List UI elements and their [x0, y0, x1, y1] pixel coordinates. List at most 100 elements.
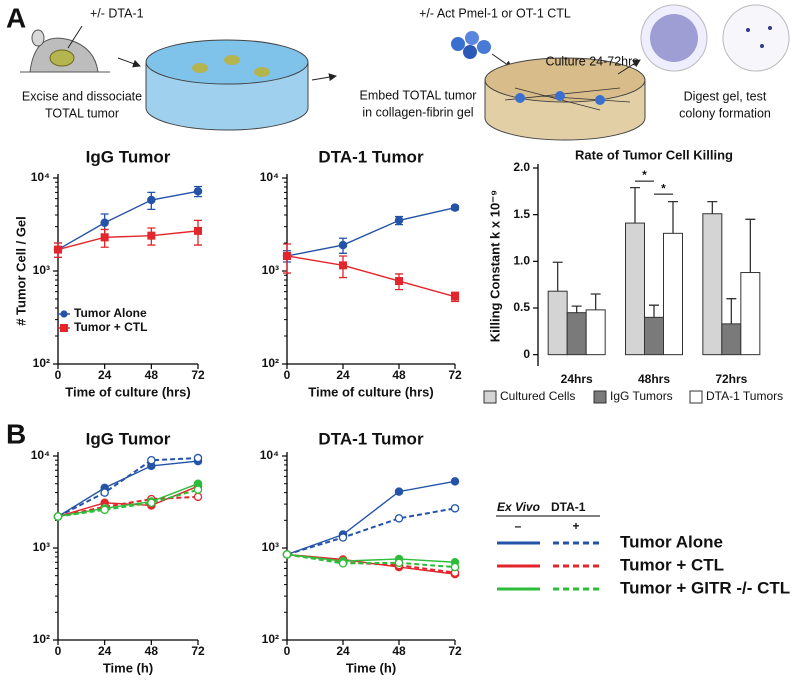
ctl: [515, 93, 525, 103]
x-tick-label: 24: [336, 644, 350, 658]
chart-title: IgG Tumor: [86, 429, 171, 448]
legend-label: Tumor + CTL: [74, 320, 147, 334]
bar: [585, 309, 606, 356]
marker: [394, 216, 404, 225]
legend-column: +: [572, 519, 579, 533]
marker: [194, 226, 202, 235]
series-line: [57, 485, 199, 518]
series-line: [286, 553, 456, 563]
cell: [254, 67, 270, 77]
series-line: [57, 495, 199, 518]
legend-label: Tumor + CTL: [620, 555, 724, 574]
marker: [394, 487, 404, 496]
ctl: [555, 91, 565, 101]
error-bar: [668, 200, 678, 234]
bar: [663, 232, 683, 356]
marker: [54, 245, 62, 254]
bar: [721, 323, 742, 356]
marker: [450, 504, 460, 513]
schematic-text: +/- Act Pmel-1 or OT-1 CTL: [419, 6, 571, 20]
y-axis-label: # Tumor Cell / Gel: [13, 216, 28, 326]
y-tick-label: 10⁴: [260, 170, 279, 184]
y-tick-label: 2.0: [513, 160, 530, 174]
error-bar: [726, 298, 737, 324]
x-tick-label: 72: [448, 644, 462, 658]
marker: [147, 231, 156, 240]
legend-swatch: [483, 390, 497, 404]
y-tick-label: 1.0: [513, 254, 530, 268]
bar: [702, 213, 723, 356]
sig-star: *: [642, 168, 647, 182]
error-bar: [552, 261, 563, 292]
marker: [147, 498, 156, 508]
error-bar: [649, 304, 659, 318]
y-tick-label: 10⁴: [31, 448, 50, 462]
tumor: [49, 49, 75, 67]
y-tick-label: 10²: [262, 632, 279, 646]
marker: [395, 277, 403, 286]
schematic-text: Embed TOTAL tumor: [360, 88, 477, 102]
ctl: [595, 95, 605, 105]
bar: [566, 312, 587, 356]
marker: [338, 240, 348, 250]
schematic: +/- DTA-1 Excise and dissociate TOTAL tu…: [20, 4, 790, 141]
series-line: [286, 553, 456, 569]
colony-plate: [722, 4, 790, 72]
x-tick-label: 72: [448, 368, 462, 382]
y-tick-label: 10⁴: [31, 170, 50, 184]
marker: [147, 455, 156, 465]
marker: [394, 514, 404, 523]
x-tick-label: 48: [145, 644, 159, 658]
y-tick-label: 10³: [33, 263, 50, 277]
mouse-ear: [31, 29, 45, 47]
marker: [338, 559, 348, 568]
marker: [193, 453, 203, 463]
x-tick-label: 0: [284, 644, 291, 658]
marker: [450, 203, 460, 212]
x-tick-label: 0: [55, 368, 62, 382]
x-tick-label: 24: [98, 644, 112, 658]
marker: [450, 477, 460, 486]
x-tick-label: 24hrs: [561, 372, 593, 386]
x-tick-label: 48: [392, 644, 406, 658]
marker: [193, 485, 203, 494]
legend-label: Cultured Cells: [500, 389, 575, 403]
series-line: [286, 255, 456, 298]
marker: [193, 492, 203, 502]
chart-title: IgG Tumor: [86, 147, 171, 166]
legend-label: IgG Tumors: [610, 389, 673, 403]
x-axis-label: Time of culture (hrs): [65, 384, 190, 399]
x-tick-label: 24: [336, 368, 350, 382]
x-tick-label: 72hrs: [715, 372, 747, 386]
ctl: [477, 40, 491, 54]
x-tick-label: 72: [191, 368, 205, 382]
legend-label: DTA-1 Tumors: [706, 389, 783, 403]
colony: [746, 28, 750, 32]
x-tick-label: 0: [55, 644, 62, 658]
legend-swatch: [593, 390, 607, 404]
y-tick-label: 1.5: [513, 207, 530, 221]
bar: [625, 222, 645, 356]
error-bar: [745, 218, 756, 273]
marker: [147, 195, 156, 205]
schematic-text: in collagen-fibrin gel: [362, 105, 473, 119]
arrow: [117, 57, 141, 68]
y-tick-label: 10³: [262, 540, 279, 554]
colony: [760, 44, 764, 48]
y-tick-label: 10²: [33, 356, 50, 370]
series-line: [57, 460, 199, 518]
x-axis-label: Time of culture (hrs): [308, 384, 433, 399]
legend-header: DTA-1: [551, 500, 586, 514]
legend-header: Ex Vivo: [497, 500, 540, 514]
error-bar: [707, 200, 718, 214]
chart-title: Rate of Tumor Cell Killing: [575, 147, 733, 162]
series-line: [57, 483, 199, 518]
error-bar: [630, 186, 640, 224]
colonies: [650, 14, 698, 62]
schematic-text: +/- DTA-1: [90, 6, 144, 20]
chart-title: DTA-1 Tumor: [318, 429, 424, 448]
legend-label: Tumor Alone: [74, 306, 147, 320]
y-tick-label: 0: [523, 347, 530, 361]
series-line: [57, 230, 199, 251]
